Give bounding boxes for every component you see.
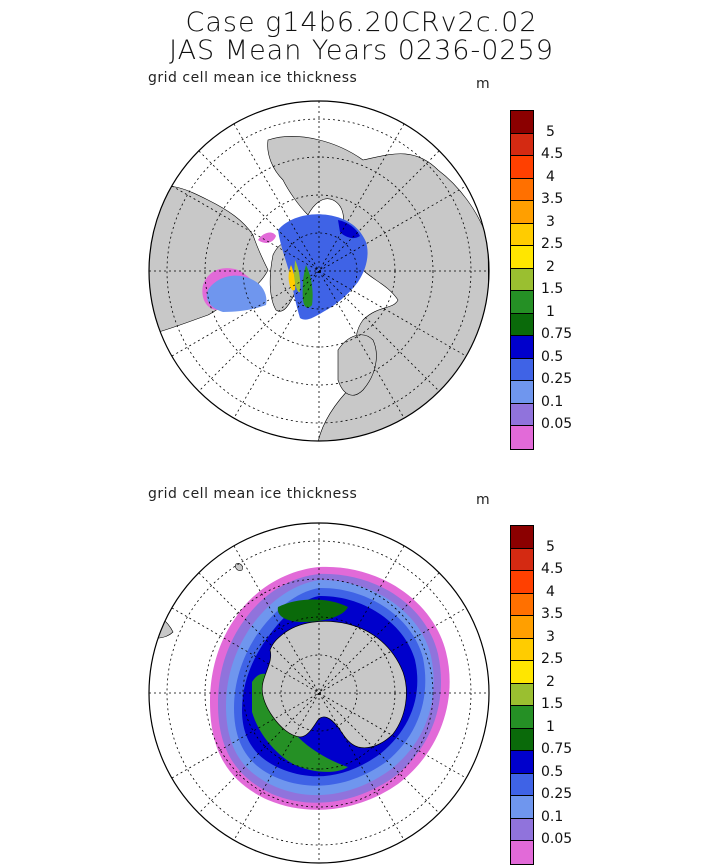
colorbar-tick-label: 0.25 — [541, 786, 573, 802]
colorbar-swatch — [511, 751, 533, 774]
ice-band-15 — [302, 265, 313, 308]
colorbar-tick-label: 0.75 — [541, 741, 573, 757]
ice-band-010 — [206, 275, 267, 312]
colorbar-tick-label: 2 — [546, 258, 555, 275]
colorbar-tick-label: 2.5 — [541, 651, 564, 667]
colorbar-swatch — [511, 796, 533, 819]
colorbar-swatch — [511, 728, 533, 751]
colorbar-north — [510, 110, 534, 450]
antarctic-ice-map — [148, 522, 490, 864]
colorbar-swatch — [511, 156, 533, 179]
colorbar-tick-label: 1 — [546, 718, 555, 735]
land-north-america — [149, 185, 269, 336]
longitude-lines — [149, 101, 489, 441]
figure-title-period: JAS Mean Years 0236-0259 — [169, 35, 554, 66]
colorbar-swatch — [511, 426, 533, 449]
colorbar-swatch — [511, 336, 533, 359]
colorbar-swatch — [511, 571, 533, 594]
map-border — [148, 100, 490, 442]
colorbar-tick-label: 1.5 — [541, 281, 564, 297]
colorbar-swatch — [511, 381, 533, 404]
colorbar-swatch — [511, 593, 533, 616]
colorbar-tick-label: 0.1 — [541, 393, 564, 410]
colorbar-tick-label: 4.5 — [541, 561, 564, 577]
colorbar-tick-label: 3 — [546, 213, 555, 230]
colorbar-swatch — [511, 313, 533, 336]
colorbar-swatch — [511, 223, 533, 246]
colorbar-tick-label: 4 — [546, 583, 555, 600]
colorbar-tick-label: 3.5 — [541, 191, 564, 207]
ice-band-1 — [277, 599, 348, 622]
land-scandinavia — [337, 334, 377, 396]
colorbar-swatch — [511, 526, 533, 549]
ice-band-025 — [278, 214, 368, 320]
colorbar-swatch — [511, 268, 533, 291]
colorbar-tick-label: 0.5 — [541, 348, 564, 365]
colorbar-swatch — [511, 616, 533, 639]
colorbar-tick-label: 0.75 — [541, 326, 573, 342]
panel-north-label: grid cell mean ice thickness — [148, 70, 358, 86]
colorbar-swatch — [511, 201, 533, 224]
colorbar-tick-label: 0.1 — [541, 808, 564, 825]
colorbar-swatch — [511, 661, 533, 684]
colorbar-swatch — [511, 291, 533, 314]
land-antarctica — [261, 620, 407, 749]
colorbar-swatch — [511, 683, 533, 706]
ice-band-005 — [258, 232, 276, 243]
colorbar-swatch — [511, 706, 533, 729]
colorbar-swatch — [511, 773, 533, 796]
longitude-lines — [149, 523, 489, 863]
panel-north-unit: m — [476, 76, 490, 92]
colorbar-swatch — [511, 403, 533, 426]
arctic-ice-map — [148, 100, 490, 442]
land-eurasia — [267, 136, 489, 441]
panel-south-unit: m — [476, 492, 490, 508]
ice-band-050 — [338, 220, 360, 239]
land-island — [235, 563, 243, 571]
colorbar-tick-label: 3.5 — [541, 606, 564, 622]
colorbar-tick-label: 2 — [546, 673, 555, 690]
colorbar-swatch — [511, 246, 533, 269]
colorbar-tick-label: 0.05 — [541, 416, 573, 432]
colorbar-swatch — [511, 841, 533, 864]
colorbar-swatch — [511, 111, 533, 134]
colorbar-tick-label: 4 — [546, 168, 555, 185]
colorbar-swatch — [511, 133, 533, 156]
ice-band-15b — [294, 260, 301, 293]
colorbar-tick-label: 1 — [546, 303, 555, 320]
colorbar-tick-label: 5 — [546, 538, 555, 555]
colorbar-tick-label: 0.5 — [541, 763, 564, 780]
colorbar-tick-label: 0.25 — [541, 371, 573, 387]
colorbar-swatch — [511, 358, 533, 381]
figure-title-case: Case g14b6.20CRv2c.02 — [185, 7, 538, 38]
map-border — [148, 522, 490, 864]
panel-south-label: grid cell mean ice thickness — [148, 486, 358, 502]
colorbar-tick-label: 1.5 — [541, 696, 564, 712]
colorbar-swatch — [511, 178, 533, 201]
colorbar-tick-label: 0.05 — [541, 831, 573, 847]
colorbar-south — [510, 525, 534, 865]
colorbar-swatch — [511, 818, 533, 841]
colorbar-swatch — [511, 638, 533, 661]
colorbar-tick-label: 2.5 — [541, 236, 564, 252]
colorbar-swatch — [511, 548, 533, 571]
colorbar-tick-label: 4.5 — [541, 146, 564, 162]
colorbar-tick-label: 5 — [546, 123, 555, 140]
colorbar-tick-label: 3 — [546, 628, 555, 645]
